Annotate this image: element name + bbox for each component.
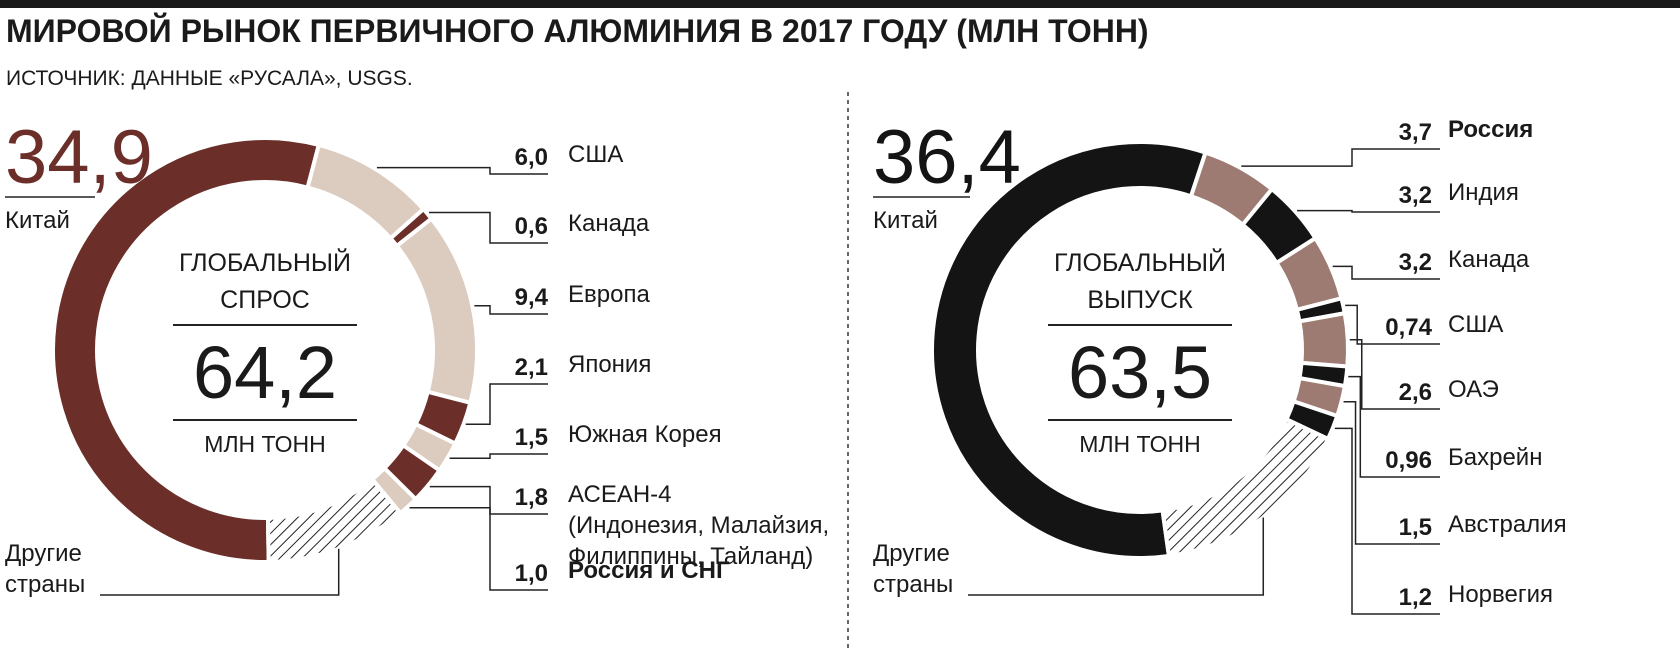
category-label: Австралия	[1448, 511, 1567, 538]
leader-line	[409, 507, 548, 591]
center-unit: МЛН ТОНН	[204, 431, 325, 457]
category-label: Европа	[568, 281, 650, 308]
leader-line	[100, 548, 340, 596]
center-text: ГЛОБАЛЬНЫЙ ВЫПУСК	[1053, 249, 1227, 314]
center-total: 63,5	[1068, 331, 1212, 414]
donut-segment	[1297, 310, 1350, 369]
category-label: Япония	[568, 351, 652, 378]
category-label: США	[1448, 311, 1504, 338]
leader-line	[376, 166, 548, 175]
category-label: Россия	[1448, 116, 1534, 143]
center-unit: МЛН ТОНН	[1079, 431, 1200, 457]
category-label: США	[568, 141, 624, 168]
value-label: 1,8	[515, 484, 548, 511]
leader-line	[1332, 265, 1440, 280]
leader-line	[1348, 375, 1440, 478]
category-label: Канада	[568, 210, 650, 237]
donut-segment	[265, 476, 404, 565]
leader-line	[1241, 148, 1440, 167]
leader-line	[1334, 427, 1440, 615]
leader-line	[1349, 338, 1440, 410]
leader-line	[1343, 400, 1440, 545]
center-text: ГЛОБАЛЬНЫЙ СПРОС	[178, 249, 352, 314]
category-label: Китай	[873, 207, 938, 234]
category-label: Бахрейн	[1448, 444, 1543, 471]
top-bar	[0, 0, 1680, 8]
big-value-label: 36,4	[873, 115, 1021, 200]
value-label: 3,7	[1399, 119, 1432, 146]
category-label: Китай	[5, 207, 70, 234]
value-label: 1,2	[1399, 584, 1432, 611]
category-label: Россия и СНГ	[568, 557, 730, 584]
category-label: Южная Корея	[568, 421, 722, 448]
leader-line	[429, 485, 548, 515]
category-label: АСЕАН-4 (Индонезия, Малайзия, Филиппины,…	[568, 481, 830, 570]
value-label: 2,6	[1399, 379, 1432, 406]
value-label: 1,5	[1399, 514, 1432, 541]
source: ИСТОЧНИК: ДАННЫЕ «РУСАЛА», USGS.	[6, 67, 413, 90]
category-label: ОАЭ	[1448, 376, 1499, 403]
donut-segment	[51, 136, 322, 564]
value-label: 3,2	[1399, 182, 1432, 209]
value-label: 1,5	[515, 424, 548, 451]
category-label: Индия	[1448, 179, 1519, 206]
big-value-label: 34,9	[5, 115, 153, 200]
value-label: 1,0	[515, 560, 548, 587]
value-label: 2,1	[515, 354, 548, 381]
value-label: 0,6	[515, 213, 548, 240]
category-label: Канада	[1448, 246, 1530, 273]
leader-line	[449, 453, 548, 460]
value-label: 0,96	[1385, 447, 1432, 474]
leader-line	[968, 517, 1265, 596]
center-total: 64,2	[193, 331, 337, 414]
category-label: Норвегия	[1448, 581, 1554, 608]
category-label: Другие страны	[5, 540, 86, 598]
title: МИРОВОЙ РЫНОК ПЕРВИЧНОГО АЛЮМИНИЯ В 2017…	[6, 13, 1149, 49]
donut-segment	[1160, 416, 1331, 559]
value-label: 9,4	[515, 284, 549, 311]
leader-line	[465, 383, 548, 426]
leader-line	[1297, 209, 1440, 213]
category-label: Другие страны	[873, 540, 954, 598]
value-label: 6,0	[515, 144, 548, 171]
value-label: 3,2	[1399, 249, 1432, 276]
leader-line	[429, 211, 548, 244]
donut-segment	[929, 140, 1209, 560]
leader-line	[1345, 304, 1440, 345]
leader-line	[474, 304, 548, 315]
value-label: 0,74	[1385, 314, 1432, 341]
